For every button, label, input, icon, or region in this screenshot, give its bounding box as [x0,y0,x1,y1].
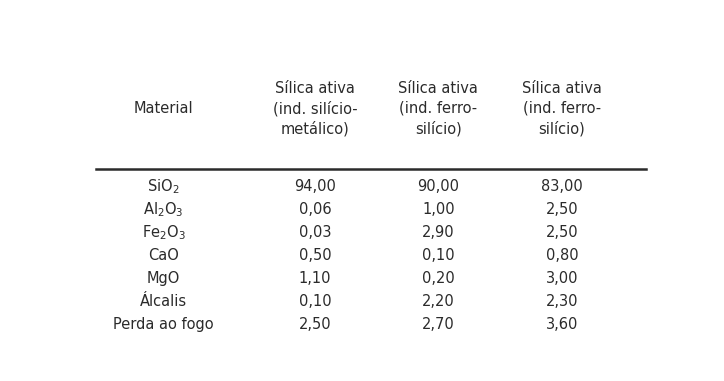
Text: Fe$_2$O$_3$: Fe$_2$O$_3$ [141,223,185,242]
Text: Sílica ativa
(ind. ferro-
silício): Sílica ativa (ind. ferro- silício) [522,81,602,136]
Text: 2,50: 2,50 [545,225,578,240]
Text: 1,10: 1,10 [299,271,331,286]
Text: 0,06: 0,06 [298,202,332,217]
Text: 2,30: 2,30 [546,294,578,309]
Text: 2,90: 2,90 [422,225,455,240]
Text: CaO: CaO [148,248,179,263]
Text: 90,00: 90,00 [417,179,460,194]
Text: Sílica ativa
(ind. ferro-
silício): Sílica ativa (ind. ferro- silício) [398,81,479,136]
Text: 1,00: 1,00 [422,202,455,217]
Text: MgO: MgO [147,271,180,286]
Text: Perda ao fogo: Perda ao fogo [113,317,214,332]
Text: 0,20: 0,20 [422,271,455,286]
Text: Sílica ativa
(ind. silício-
metálico): Sílica ativa (ind. silício- metálico) [273,81,357,137]
Text: Álcalis: Álcalis [140,294,187,309]
Text: SiO$_2$: SiO$_2$ [147,177,180,196]
Text: 0,80: 0,80 [545,248,578,263]
Text: 0,10: 0,10 [422,248,455,263]
Text: 2,50: 2,50 [298,317,332,332]
Text: Material: Material [134,101,193,116]
Text: 3,60: 3,60 [546,317,578,332]
Text: 2,20: 2,20 [422,294,455,309]
Text: 83,00: 83,00 [541,179,583,194]
Text: 0,03: 0,03 [299,225,331,240]
Text: 2,70: 2,70 [422,317,455,332]
Text: 2,50: 2,50 [545,202,578,217]
Text: 0,10: 0,10 [298,294,332,309]
Text: 3,00: 3,00 [546,271,578,286]
Text: Al$_2$O$_3$: Al$_2$O$_3$ [143,200,184,219]
Text: 0,50: 0,50 [298,248,332,263]
Text: 94,00: 94,00 [294,179,336,194]
